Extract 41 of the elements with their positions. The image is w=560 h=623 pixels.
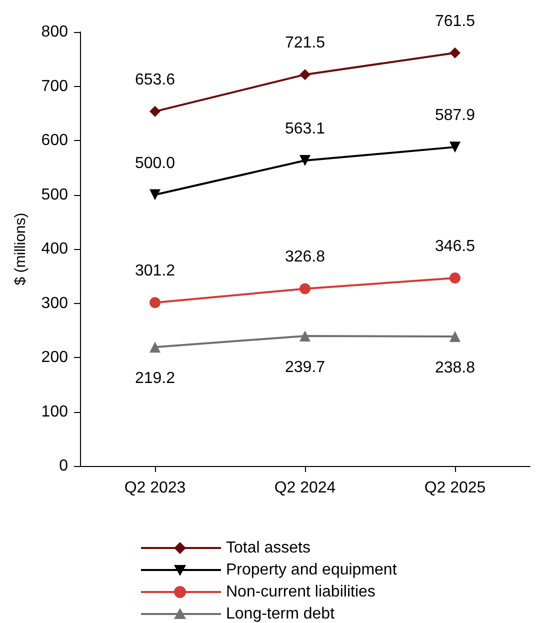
point xyxy=(450,142,460,153)
data-label: 219.2 xyxy=(134,370,176,388)
data-label: 761.5 xyxy=(434,12,476,30)
y-axis-title: $ (millions) xyxy=(12,212,29,286)
point xyxy=(300,283,310,294)
legend-label: Total assets xyxy=(226,540,310,556)
y-tick-label: 600 xyxy=(41,132,68,149)
y-tick-label: 200 xyxy=(41,349,68,366)
point xyxy=(300,330,310,342)
data-label: 653.6 xyxy=(134,71,176,88)
point xyxy=(450,47,460,58)
y-tick-label: 500 xyxy=(41,186,68,204)
y-tick-label: 700 xyxy=(41,78,68,95)
point xyxy=(150,106,160,117)
data-label: 301.2 xyxy=(134,262,176,280)
data-label: 326.8 xyxy=(284,248,326,266)
y-tick-label: 100 xyxy=(41,403,68,420)
point xyxy=(450,272,460,284)
y-tick-label: 400 xyxy=(41,240,68,258)
legend-label: Property and equipment xyxy=(226,562,398,578)
legend-label: Non-current liabilities xyxy=(226,584,376,600)
x-tick-label: Q2 2024 xyxy=(274,480,336,496)
point xyxy=(300,69,310,80)
y-tick-label: 0 xyxy=(59,458,68,474)
point xyxy=(300,155,310,166)
legend-label: Long-term debt xyxy=(226,606,336,622)
x-tick-label: Q2 2025 xyxy=(424,480,486,496)
data-label: 239.7 xyxy=(284,358,326,376)
data-label: 346.5 xyxy=(434,238,476,256)
data-label: 587.9 xyxy=(434,107,476,124)
point xyxy=(150,189,160,200)
point xyxy=(450,330,460,342)
data-label: 721.5 xyxy=(284,34,326,52)
data-label: 563.1 xyxy=(284,120,326,138)
data-label: 500.0 xyxy=(134,154,176,172)
data-label: 238.8 xyxy=(434,359,476,376)
y-tick-label: 800 xyxy=(41,24,68,40)
x-tick-label: Q2 2023 xyxy=(124,480,186,496)
point xyxy=(150,297,160,308)
y-tick-label: 300 xyxy=(41,294,68,312)
point xyxy=(150,342,160,353)
